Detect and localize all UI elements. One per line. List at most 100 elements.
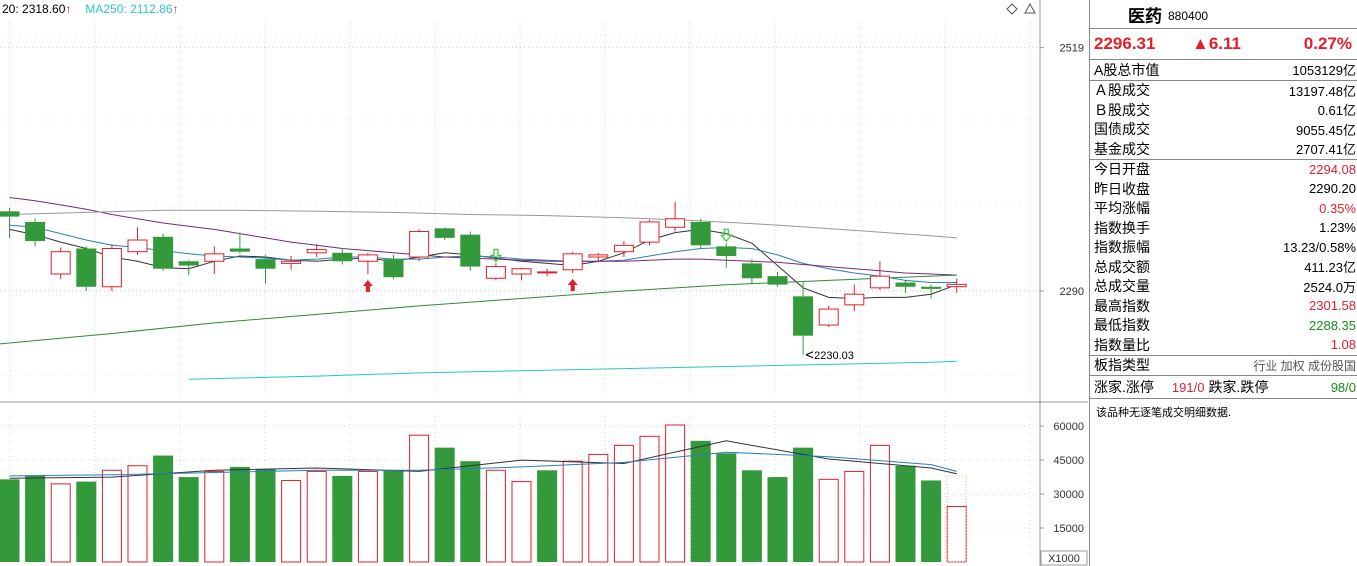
row-value: 13197.48亿 — [1288, 83, 1356, 99]
low-annotation: 2230.03 — [814, 350, 854, 362]
volume-bar — [332, 475, 353, 562]
decliners-value: 98/0 — [1330, 379, 1356, 395]
row-value: 2301.58 — [1309, 298, 1356, 314]
row-value: 13.23/0.58% — [1282, 239, 1356, 255]
row-value: 2290.20 — [1309, 181, 1356, 197]
stat-row: 今日开盘 2294.08 — [1090, 160, 1357, 180]
candle — [511, 267, 532, 281]
volume-bar — [895, 465, 916, 562]
stat-row: 最高指数 2301.58 — [1090, 296, 1357, 316]
candle — [613, 241, 634, 258]
candles: 2230.03 — [0, 201, 967, 362]
diamond-icon[interactable] — [1006, 3, 1018, 15]
price-tick-label: 2519 — [1060, 43, 1084, 55]
volume-bar — [613, 444, 634, 563]
volume-bar — [460, 461, 481, 562]
kline-chart[interactable]: 2230.03 2519 2290 60000 45000 30000 15000 X100… — [0, 0, 1088, 566]
ma-gray-line — [9, 209, 957, 239]
row-value[interactable]: 行业 加权 成份股国 — [1253, 358, 1356, 373]
price-change: ▲6.11 — [1192, 34, 1241, 53]
volume-bar — [204, 470, 225, 563]
quote-panel: 医药 880400 2296.31 ▲6.11 0.27% A股总市值 10531… — [1089, 0, 1357, 566]
row-label: 平均涨幅 — [1094, 200, 1150, 217]
up-triangle-icon[interactable] — [1024, 2, 1036, 14]
row-value: 9055.45亿 — [1296, 122, 1356, 138]
decliners-label: 跌家.跌停 — [1208, 379, 1269, 395]
row-value: 2707.41亿 — [1296, 142, 1356, 158]
quote-summary: 2296.31 ▲6.11 0.27% — [1090, 29, 1357, 59]
ma-black-line — [9, 228, 957, 300]
candle — [690, 218, 711, 249]
market-cap-row: A股总市值 1053129亿 — [1090, 60, 1357, 80]
low-pointer — [805, 351, 814, 359]
candle — [639, 219, 660, 246]
index-type-row: 板指类型 行业 加权 成份股国 — [1090, 356, 1357, 376]
no-tick-data-note: 该品种无逐笔成交明细数据. — [1096, 407, 1232, 419]
index-name: 医药 — [1128, 6, 1162, 26]
candle — [844, 284, 865, 312]
candle — [357, 252, 378, 275]
volume-bar — [255, 469, 276, 562]
row-label: 总成交额 — [1094, 258, 1150, 275]
candle — [921, 284, 942, 299]
candle — [869, 261, 890, 290]
row-label: 板指类型 — [1094, 357, 1150, 374]
row-label: 最低指数 — [1094, 317, 1150, 334]
candle — [153, 233, 174, 271]
turnover-row: Ｂ股成交 0.61亿 — [1090, 100, 1357, 120]
volume-bar — [818, 478, 839, 563]
legend-ma250: MA250: 2112.86 — [85, 2, 173, 16]
row-value: 1.08 — [1330, 337, 1356, 353]
stat-row: 指数振幅 13.23/0.58% — [1090, 238, 1357, 258]
candle — [306, 244, 327, 258]
stat-row: 平均涨幅 0.35% — [1090, 199, 1357, 219]
advancers-label: 涨家.涨停 — [1094, 379, 1154, 395]
ma-blue-line — [9, 224, 957, 283]
sell-arrow-icon — [720, 228, 733, 243]
row-value: 2288.35 — [1309, 317, 1356, 333]
candle — [562, 251, 583, 273]
candle — [946, 278, 967, 293]
breadth-row: 涨家.涨停 191/0 跌家.跌停 98/0 — [1090, 376, 1357, 398]
stat-row: 最低指数 2288.35 — [1090, 316, 1357, 336]
candle — [204, 246, 225, 275]
volume-unit-label: X1000 — [1048, 553, 1080, 565]
candle — [0, 208, 20, 238]
candle — [332, 248, 353, 265]
volume-bar — [127, 465, 148, 563]
ma-purple-line — [9, 197, 957, 276]
candle — [127, 227, 148, 255]
candle — [460, 231, 481, 271]
volume-bar — [844, 470, 865, 563]
candle — [229, 232, 250, 254]
volume-bar — [306, 470, 327, 563]
stat-row: 总成交额 411.23亿 — [1090, 257, 1357, 277]
candle — [383, 254, 404, 280]
legend-ma250-arrow: ↑ — [173, 2, 179, 16]
svg-text:20: 2318.60↑MA250: 2112.86↑: 20: 2318.60↑ MA250: 2112.86↑ — [2, 2, 179, 16]
volume-bar — [153, 455, 174, 562]
advancers-value: 191/0 — [1171, 379, 1205, 395]
volume-bar — [537, 470, 558, 562]
volume-bar — [690, 440, 711, 562]
stat-row: 昨日收盘 2290.20 — [1090, 179, 1357, 199]
volume-tick-label: 45000 — [1053, 455, 1084, 467]
row-label: 国债成交 — [1094, 121, 1150, 138]
row-label: Ａ股成交 — [1094, 82, 1150, 99]
price-change-pct: 0.27% — [1303, 34, 1352, 53]
volume-bar — [562, 460, 583, 563]
row-value: 1053129亿 — [1292, 63, 1356, 79]
row-label: 今日开盘 — [1094, 161, 1150, 178]
volume-bar — [281, 479, 302, 563]
candle — [767, 271, 788, 287]
candle — [895, 280, 916, 294]
candle — [716, 243, 737, 268]
row-label: 总成交量 — [1094, 278, 1150, 295]
price-tick-label: 2290 — [1060, 286, 1084, 298]
row-label: 指数量比 — [1094, 336, 1150, 353]
volume-moving-averages — [9, 440, 957, 479]
candle — [485, 263, 506, 281]
last-price: 2296.31 — [1094, 34, 1156, 53]
turnover-row: Ａ股成交 13197.48亿 — [1090, 81, 1357, 101]
index-code: 880400 — [1168, 8, 1209, 23]
